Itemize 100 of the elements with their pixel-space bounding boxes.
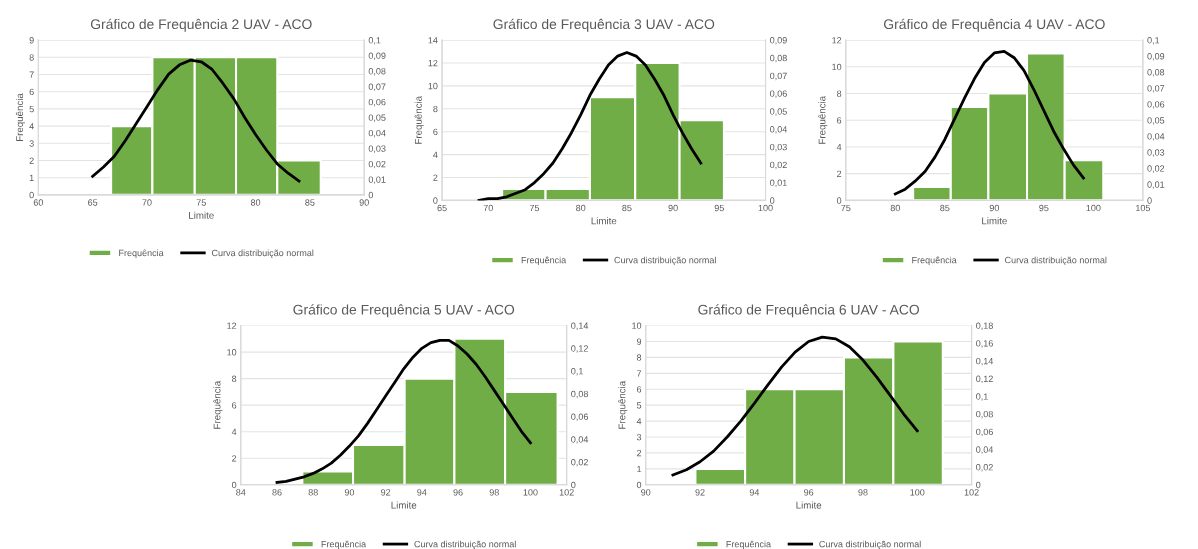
y2-tick-label: 0,06 bbox=[976, 428, 993, 437]
line-series bbox=[275, 338, 532, 484]
legend-label: Frequência bbox=[912, 256, 957, 266]
y2-tick-label: 0,05 bbox=[368, 114, 386, 122]
y-tick-label: 4 bbox=[433, 151, 438, 158]
line-series bbox=[893, 49, 1085, 196]
y-tick-label: 0 bbox=[433, 197, 438, 204]
x-axis-title: Limite bbox=[982, 217, 1007, 225]
x-tick-label: 70 bbox=[483, 204, 493, 212]
y2-tick-label: 0,16 bbox=[976, 340, 993, 348]
legend-label: Frequência bbox=[119, 249, 164, 258]
y-tick-label: 12 bbox=[428, 59, 438, 67]
y2-tick-label: 0,01 bbox=[1147, 181, 1165, 189]
y2-tick-label: 0,01 bbox=[770, 179, 787, 187]
y2-tick-label: 0,12 bbox=[976, 375, 993, 384]
y-tick-label: 4 bbox=[29, 123, 34, 130]
x-tick-label: 80 bbox=[890, 204, 900, 212]
y2-tick-label: 0,04 bbox=[1147, 133, 1165, 141]
x-tick-label: 65 bbox=[88, 199, 98, 206]
x-axis-title: Limite bbox=[391, 501, 417, 509]
y-axis-title: Frequência bbox=[818, 95, 828, 144]
y-tick-label: 7 bbox=[637, 370, 642, 377]
y-tick-label: 9 bbox=[29, 37, 34, 44]
y-tick-label: 2 bbox=[636, 449, 642, 457]
y-tick-label: 10 bbox=[632, 322, 642, 329]
y-tick-label: 9 bbox=[636, 338, 642, 345]
y-tick-label: 6 bbox=[433, 128, 438, 136]
y-tick-label: 3 bbox=[29, 140, 34, 147]
x-tick-label: 90 bbox=[359, 199, 369, 206]
y-axis-title: Frequência bbox=[414, 95, 424, 144]
y-tick-label: 4 bbox=[636, 418, 642, 425]
x-tick-label: 102 bbox=[964, 489, 979, 496]
y-tick-label: 6 bbox=[837, 117, 842, 124]
y2-tick-label: 0,04 bbox=[770, 126, 787, 134]
x-tick-label: 75 bbox=[841, 204, 851, 212]
y2-tick-label: 0,07 bbox=[1147, 85, 1165, 93]
x-axis-title: Limite bbox=[796, 501, 822, 509]
legend-label: Frequência bbox=[521, 256, 567, 266]
y2-tick-label: 0,07 bbox=[368, 83, 386, 91]
x-tick-label: 100 bbox=[910, 489, 925, 496]
y-tick-label: 10 bbox=[227, 349, 237, 356]
y2-tick-label: 0,14 bbox=[976, 357, 994, 366]
chart-title: Gráfico de Frequência 6 UAV - ACO bbox=[698, 304, 920, 318]
x-axis-title: Limite bbox=[591, 217, 617, 225]
y-tick-label: 10 bbox=[832, 63, 842, 71]
y2-tick-label: 0,02 bbox=[368, 160, 386, 169]
y2-tick-label: 0,09 bbox=[368, 52, 386, 60]
y-axis-title: Frequência bbox=[213, 380, 223, 429]
y-tick-label: 5 bbox=[636, 402, 642, 409]
y-tick-label: 1 bbox=[29, 174, 34, 181]
y-tick-label: 8 bbox=[232, 375, 237, 382]
y-tick-label: 12 bbox=[832, 37, 842, 44]
y2-tick-label: 0,06 bbox=[571, 413, 588, 421]
x-tick-label: 94 bbox=[749, 489, 760, 496]
x-tick-label: 70 bbox=[142, 199, 152, 206]
y2-tick-label: 0,08 bbox=[976, 410, 993, 419]
x-tick-label: 75 bbox=[529, 204, 540, 212]
chart-title: Gráfico de Frequência 2 UAV - ACO bbox=[90, 18, 312, 32]
y2-tick-label: 0,06 bbox=[368, 98, 386, 107]
legend-label: Curva distribuição normal bbox=[1005, 256, 1107, 266]
y2-tick-label: 0,09 bbox=[1147, 53, 1165, 61]
x-tick-label: 92 bbox=[695, 489, 705, 496]
y2-tick-label: 0,12 bbox=[571, 345, 588, 353]
y-tick-label: 3 bbox=[636, 433, 642, 441]
y-tick-label: 2 bbox=[29, 157, 34, 164]
y-tick-label: 4 bbox=[231, 428, 237, 435]
y-tick-label: 0 bbox=[836, 197, 842, 204]
x-tick-label: 65 bbox=[437, 204, 447, 212]
x-tick-label: 100 bbox=[758, 204, 773, 212]
x-tick-label: 90 bbox=[641, 489, 651, 496]
x-tick-label: 85 bbox=[622, 204, 632, 212]
y2-tick-label: 0,05 bbox=[770, 108, 787, 116]
x-tick-label: 85 bbox=[305, 199, 315, 206]
y2-tick-label: 0,01 bbox=[368, 176, 386, 184]
x-tick-label: 100 bbox=[1086, 204, 1101, 212]
y2-tick-label: 0,1 bbox=[1147, 37, 1160, 45]
line-series bbox=[671, 335, 919, 477]
legend-label: Frequência bbox=[321, 540, 367, 549]
x-tick-label: 60 bbox=[33, 199, 43, 206]
y-tick-label: 6 bbox=[636, 386, 642, 393]
y2-tick-label: 0,06 bbox=[1147, 101, 1165, 109]
y2-tick-label: 0,1 bbox=[368, 37, 381, 45]
legend-label: Curva distribuição normal bbox=[819, 540, 921, 549]
x-tick-label: 105 bbox=[1136, 204, 1151, 212]
legend-label: Curva distribuição normal bbox=[211, 249, 314, 258]
y-tick-label: 6 bbox=[29, 88, 34, 96]
y2-tick-label: 0,02 bbox=[1147, 165, 1165, 173]
y2-tick-label: 0,14 bbox=[571, 322, 589, 330]
x-axis-title: Limite bbox=[189, 211, 214, 219]
y2-tick-label: 0,04 bbox=[571, 436, 589, 444]
chart-title: Gráfico de Frequência 4 UAV - ACO bbox=[884, 18, 1105, 32]
y2-tick-label: 0,02 bbox=[976, 464, 993, 472]
x-tick-label: 75 bbox=[196, 199, 206, 206]
x-tick-label: 95 bbox=[1039, 204, 1049, 212]
legend-label: Frequência bbox=[726, 540, 772, 549]
y-tick-label: 7 bbox=[29, 71, 34, 78]
y-tick-label: 8 bbox=[29, 54, 34, 61]
line-series bbox=[477, 51, 703, 201]
y2-tick-label: 0,08 bbox=[571, 390, 588, 399]
y-tick-label: 0 bbox=[29, 191, 34, 199]
